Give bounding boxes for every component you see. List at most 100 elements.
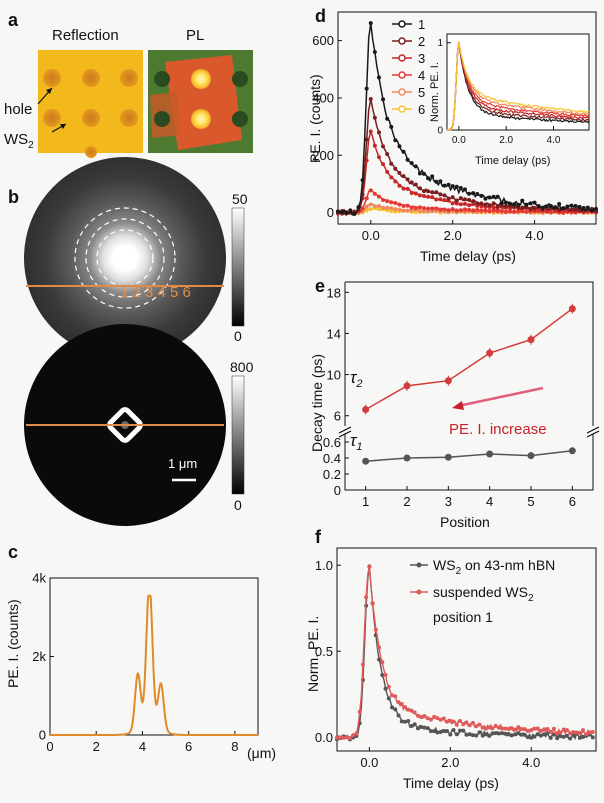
annotation-text: PE. I. increase — [449, 421, 547, 438]
data-point — [390, 693, 395, 698]
data-point — [480, 725, 485, 730]
data-point — [412, 722, 417, 727]
data-point — [542, 732, 547, 737]
y-tick-label: 0.6 — [323, 435, 341, 450]
data-point — [503, 209, 508, 214]
data-point — [454, 732, 459, 737]
y-tick-label: 0 — [437, 126, 443, 137]
data-point — [446, 196, 451, 201]
legend-label: 6 — [418, 102, 425, 117]
data-point — [409, 708, 414, 713]
data-point — [509, 726, 514, 731]
data-point — [536, 207, 541, 212]
data-point — [364, 86, 369, 91]
data-point — [520, 198, 525, 203]
data-point — [417, 209, 422, 214]
data-point — [364, 208, 369, 213]
x-tick-label: 5 — [527, 494, 534, 509]
ylabel-c: PE. I. (counts) — [5, 599, 21, 688]
ylabel-d: PE. I. (counts) — [307, 74, 323, 163]
x-tick-label: 0.0 — [362, 228, 380, 243]
data-point — [573, 204, 578, 209]
data-point — [577, 735, 582, 740]
data-point — [445, 729, 450, 734]
inset-series-3 — [447, 41, 590, 131]
data-point — [441, 716, 446, 721]
data-point — [516, 209, 521, 214]
data-point — [438, 729, 443, 734]
data-point — [362, 406, 370, 414]
data-point — [360, 178, 365, 183]
legend-label: 4 — [418, 68, 425, 83]
data-point — [558, 730, 563, 735]
data-point — [516, 725, 521, 730]
data-point — [508, 201, 512, 206]
data-point — [368, 202, 373, 207]
y-tick-label: 4k — [32, 571, 46, 586]
data-point — [487, 208, 492, 213]
data-point — [467, 732, 472, 737]
data-point — [568, 736, 573, 741]
panel-d: d 0.0 2.0 4.0 0 200 400 600 PE. I. (counts) Ti… — [307, 6, 598, 264]
y-tick-label: 6 — [334, 409, 341, 424]
data-point — [454, 722, 459, 727]
data-point — [426, 194, 431, 199]
data-point — [471, 199, 476, 204]
x-tick-label: 3 — [445, 494, 452, 509]
pl-hole-dark — [154, 111, 170, 127]
series-line-c — [50, 594, 258, 736]
xlabel-e: Position — [440, 514, 490, 530]
data-point — [389, 206, 394, 211]
data-point — [389, 175, 394, 180]
data-point — [364, 196, 369, 201]
data-point — [574, 730, 579, 735]
data-point — [426, 176, 431, 181]
data-point — [438, 207, 443, 212]
data-point — [594, 206, 598, 211]
data-point — [577, 204, 582, 209]
data-point — [430, 195, 435, 200]
data-point — [399, 701, 404, 706]
data-point — [445, 719, 450, 724]
panel-e-label: e — [315, 276, 325, 296]
x-tick-label: 2 — [93, 739, 100, 754]
data-point — [448, 718, 453, 723]
data-point — [405, 203, 410, 208]
data-point — [535, 726, 540, 731]
data-point — [519, 727, 524, 732]
data-point — [462, 197, 467, 202]
data-point — [561, 734, 566, 739]
legend-d: 1 2 3 4 5 6 — [392, 17, 425, 117]
data-point — [529, 735, 534, 740]
data-point — [368, 96, 373, 101]
data-point — [372, 143, 377, 148]
data-point — [422, 206, 426, 211]
data-point — [487, 725, 492, 730]
data-point — [385, 199, 390, 204]
data-point — [405, 177, 410, 182]
data-point — [557, 202, 562, 207]
data-point — [495, 194, 500, 199]
data-point — [389, 124, 394, 129]
data-point — [584, 732, 589, 737]
x-tick-label: 0.0 — [360, 755, 378, 770]
hole-dot — [120, 109, 138, 127]
data-point — [532, 200, 537, 205]
xlabel-d: Time delay (ps) — [420, 248, 516, 264]
data-point — [483, 196, 488, 201]
data-point — [475, 201, 480, 206]
data-point — [483, 208, 488, 213]
legend-marker — [398, 88, 406, 96]
data-point — [413, 205, 418, 210]
data-point — [417, 186, 422, 191]
data-point — [434, 179, 439, 184]
data-point — [555, 731, 560, 736]
data-point — [380, 660, 385, 665]
legend-marker — [398, 37, 406, 45]
data-point — [479, 204, 484, 209]
data-point — [477, 722, 482, 727]
y-tick-label: 0 — [327, 205, 334, 220]
data-point — [471, 191, 476, 196]
axis-break-left — [338, 426, 352, 434]
legend-label-1: WS2 on 43-nm hBN — [433, 557, 555, 577]
